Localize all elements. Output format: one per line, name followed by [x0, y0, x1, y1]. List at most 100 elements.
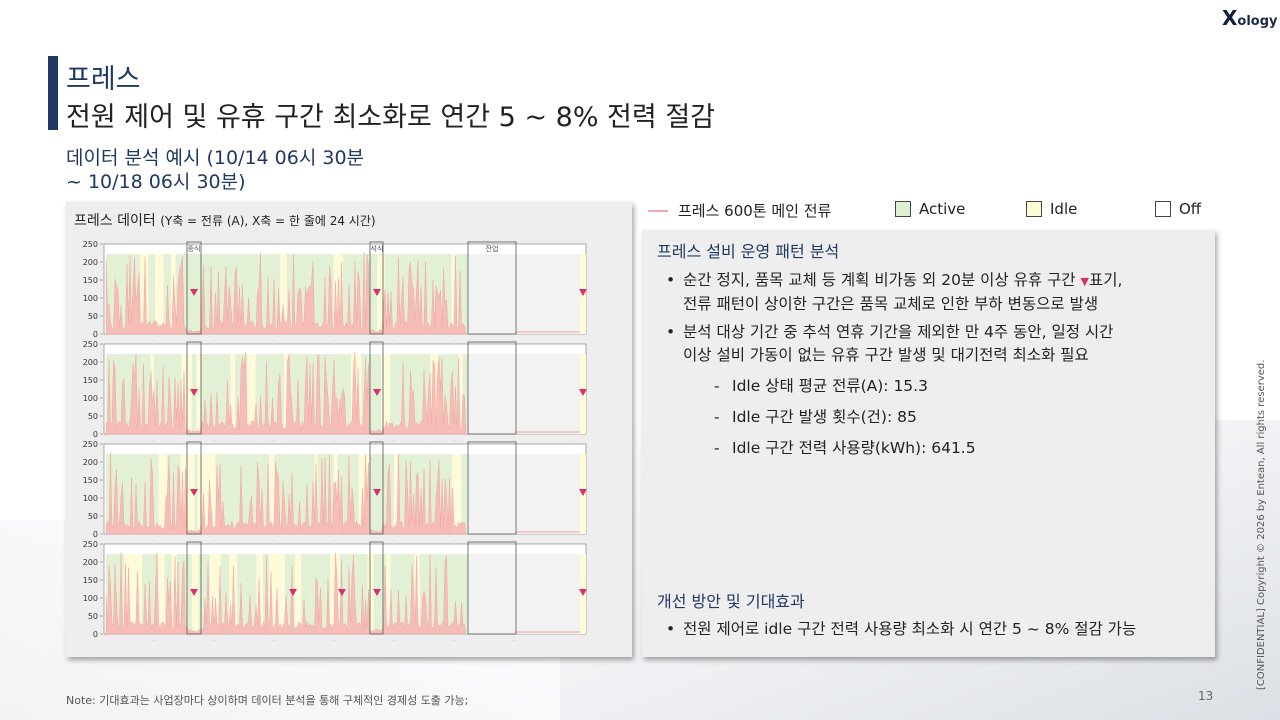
idle-band [207, 454, 216, 534]
idle-band [181, 354, 192, 434]
off-band [516, 354, 580, 434]
active-band [227, 454, 236, 534]
idle-marker [373, 289, 381, 296]
improvement-heading: 개선 방안 및 기대효과 [657, 592, 805, 611]
active-band [292, 354, 298, 434]
active-band [454, 254, 464, 334]
off-band [468, 454, 516, 534]
active-band [337, 454, 349, 534]
legend-active: Active [895, 200, 965, 218]
idle-band [358, 454, 370, 534]
y-tick-label: 0 [93, 330, 98, 339]
active-band [373, 554, 377, 634]
y-tick-label: 100 [83, 394, 98, 403]
active-band [286, 254, 291, 334]
y-tick-label: 150 [83, 276, 98, 285]
y-tick-label: 50 [88, 512, 98, 521]
x-tick-label: · · [212, 539, 215, 543]
legend-current-line: 프레스 600톤 메인 전류 [648, 200, 831, 221]
off-swatch [1155, 201, 1171, 217]
y-tick-label: 50 [88, 312, 98, 321]
overtime-frame [467, 241, 517, 335]
active-band [202, 554, 210, 634]
active-band [250, 554, 257, 634]
active-band [463, 254, 472, 334]
idle-marker [190, 289, 198, 296]
idle-marker [373, 589, 381, 596]
y-tick-label: 100 [83, 594, 98, 603]
active-band [176, 554, 186, 634]
active-band [116, 254, 124, 334]
active-band [123, 354, 133, 434]
page-title: 프레스 [66, 64, 141, 95]
active-band [222, 454, 228, 534]
active-band [441, 254, 452, 334]
active-band [161, 354, 173, 434]
idle-band [280, 254, 287, 334]
active-band [444, 454, 453, 534]
active-band [464, 554, 470, 634]
stat-idle-count: - Idle 구간 발생 횟수(건): 85 [714, 408, 917, 426]
break-frame [369, 241, 384, 335]
active-band [284, 554, 296, 634]
x-tick-label: · · [452, 439, 455, 443]
company-logo: Xology [1222, 6, 1278, 30]
active-band [245, 554, 251, 634]
active-band [266, 254, 276, 334]
page-headline: 전원 제어 및 유휴 구간 최소화로 연간 5 ~ 8% 전력 절감 [66, 102, 716, 133]
idle-band [209, 554, 218, 634]
active-band [403, 254, 409, 334]
press-data-title: 프레스 데이터 (Y축 = 전류 (A), X축 = 한 줄에 24 시간) [74, 213, 376, 229]
active-band [402, 554, 412, 634]
active-band [255, 354, 262, 434]
active-band [298, 254, 310, 334]
active-band [106, 454, 111, 534]
active-band [437, 254, 442, 334]
active-band [153, 354, 162, 434]
active-band [186, 254, 191, 334]
active-band [292, 454, 299, 534]
x-tick-label: · · [212, 439, 215, 443]
x-tick-label: · · [512, 639, 515, 643]
active-band [455, 554, 465, 634]
break-frame [186, 441, 202, 535]
y-tick-label: 200 [83, 258, 98, 267]
active-band [210, 354, 220, 434]
active-band [384, 254, 391, 334]
active-band [220, 554, 226, 634]
active-band [226, 354, 231, 434]
active-band [461, 454, 468, 534]
active-swatch [895, 201, 911, 217]
x-tick-label: · · [152, 439, 155, 443]
active-band [369, 454, 376, 534]
active-band [148, 254, 156, 334]
active-band [311, 554, 315, 634]
confidential-notice: [CONFIDENTIAL] Copyright © 2026 by Entea… [1256, 359, 1267, 690]
active-band [431, 454, 436, 534]
active-band [278, 354, 285, 434]
active-band [237, 254, 244, 334]
idle-marker [289, 589, 297, 596]
idle-marker [373, 489, 381, 496]
y-tick-label: 250 [83, 440, 98, 449]
idle-band [350, 354, 362, 434]
stat-idle-avg-current: - Idle 상태 평균 전류(A): 15.3 [714, 377, 928, 395]
analysis-heading: 프레스 설비 운영 패턴 분석 [657, 242, 840, 261]
block-label: 석식 [371, 244, 384, 253]
y-tick-label: 250 [83, 240, 98, 249]
idle-marker [338, 589, 346, 596]
idle-marker [190, 389, 198, 396]
x-tick-label: · · [152, 339, 155, 343]
active-band [235, 354, 245, 434]
x-tick-label: · · [392, 339, 395, 343]
idle-marker [579, 489, 587, 496]
active-band [154, 454, 159, 534]
x-tick-label: · · [512, 339, 515, 343]
press-data-panel: 프레스 데이터 (Y축 = 전류 (A), X축 = 한 줄에 24 시간) 2… [66, 202, 632, 657]
active-band [121, 554, 125, 634]
current-charts: 250 200 150 100 50 0 · · · · · · · · · · · · · · 250 2… [83, 240, 587, 643]
active-band [298, 454, 305, 534]
y-tick-label: 200 [83, 458, 98, 467]
x-tick-label: · · [392, 639, 395, 643]
x-tick-label: · · [272, 439, 275, 443]
